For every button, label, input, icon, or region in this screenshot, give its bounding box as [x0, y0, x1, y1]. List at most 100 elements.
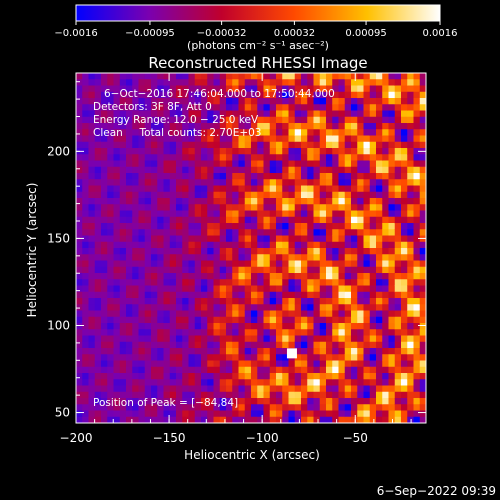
- heatmap-cell: [151, 110, 158, 118]
- heatmap-cell: [119, 341, 127, 349]
- heatmap-cell: [94, 110, 102, 118]
- heatmap-cell: [251, 235, 258, 243]
- heatmap-cell: [157, 98, 164, 105]
- heatmap-cell: [307, 348, 314, 355]
- heatmap-cell: [319, 210, 327, 218]
- heatmap-cell: [413, 385, 421, 393]
- heatmap-cell: [101, 141, 108, 149]
- heatmap-cell: [257, 104, 264, 111]
- heatmap-cell: [263, 148, 271, 155]
- heatmap-cell: [369, 348, 377, 355]
- heatmap-cell: [269, 160, 277, 168]
- heatmap-cell: [244, 323, 252, 330]
- heatmap-cell: [288, 291, 296, 299]
- heatmap-cell: [232, 366, 239, 374]
- heatmap-cell: [138, 154, 146, 161]
- heatmap-cell: [188, 123, 196, 130]
- heatmap-cell: [288, 166, 296, 174]
- heatmap-cell: [188, 223, 196, 230]
- heatmap-cell: [369, 410, 377, 418]
- heatmap-cell: [313, 273, 321, 280]
- heatmap-cell: [407, 385, 414, 393]
- heatmap-cell: [157, 291, 164, 299]
- heatmap-cell: [351, 329, 358, 336]
- heatmap-cell: [282, 173, 289, 180]
- heatmap-cell: [382, 179, 389, 186]
- heatmap-cell: [276, 216, 283, 224]
- heatmap-cell: [288, 179, 296, 186]
- heatmap-cells: [76, 73, 426, 423]
- heatmap-cell: [269, 304, 277, 311]
- heatmap-cell: [94, 248, 102, 255]
- heatmap-cell: [257, 260, 264, 268]
- heatmap-cell: [338, 416, 346, 423]
- heatmap-cell: [176, 304, 183, 311]
- heatmap-cell: [188, 73, 196, 80]
- heatmap-cell: [344, 223, 352, 230]
- heatmap-cell: [76, 366, 83, 374]
- heatmap-cell: [207, 148, 214, 155]
- heatmap-cell: [107, 366, 114, 374]
- heatmap-cell: [338, 135, 346, 143]
- heatmap-cell: [388, 166, 396, 174]
- heatmap-cell: [276, 360, 283, 368]
- heatmap-cell: [332, 191, 339, 199]
- heatmap-cell: [313, 341, 321, 349]
- heatmap-cell: [88, 210, 96, 218]
- heatmap-cell: [269, 316, 277, 324]
- heatmap-cell: [188, 360, 196, 368]
- heatmap-cell: [244, 73, 252, 80]
- heatmap-cell: [282, 141, 289, 149]
- heatmap-cell: [276, 154, 283, 161]
- heatmap-cell: [219, 366, 227, 374]
- heatmap-cell: [113, 73, 121, 80]
- heatmap-cell: [332, 179, 339, 186]
- heatmap-cell: [363, 160, 371, 168]
- x-tick-label: −100: [246, 431, 279, 445]
- heatmap-cell: [151, 73, 158, 80]
- heatmap-cell: [363, 360, 371, 368]
- heatmap-cell: [407, 335, 414, 343]
- heatmap-cell: [138, 104, 146, 111]
- heatmap-cell: [319, 148, 327, 155]
- heatmap-cell: [94, 179, 102, 186]
- heatmap-cell: [376, 360, 383, 368]
- heatmap-cell: [338, 173, 346, 180]
- heatmap-cell: [244, 166, 252, 174]
- heatmap-cell: [388, 123, 396, 130]
- heatmap-cell: [113, 123, 121, 130]
- heatmap-cell: [113, 223, 121, 230]
- heatmap-cell: [194, 141, 202, 149]
- heatmap-cell: [169, 391, 177, 399]
- heatmap-cell: [407, 254, 414, 261]
- heatmap-cell: [288, 141, 296, 149]
- heatmap-cell: [126, 79, 133, 86]
- heatmap-cell: [126, 198, 133, 205]
- heatmap-cell: [88, 110, 96, 118]
- heatmap-cell: [376, 373, 383, 380]
- heatmap-cell: [363, 148, 371, 155]
- heatmap-cell: [101, 304, 108, 311]
- heatmap-cell: [157, 129, 164, 136]
- heatmap-cell: [282, 179, 289, 186]
- heatmap-cell: [269, 273, 277, 280]
- heatmap-cell: [407, 229, 414, 236]
- heatmap-cell: [288, 379, 296, 386]
- heatmap-cell: [88, 91, 96, 99]
- heatmap-cell: [88, 354, 96, 361]
- heatmap-cell: [119, 160, 127, 168]
- heatmap-cell: [351, 254, 358, 261]
- heatmap-cell: [313, 198, 321, 205]
- heatmap-cell: [269, 179, 277, 186]
- heatmap-cell: [282, 335, 289, 343]
- heatmap-cell: [294, 416, 302, 423]
- heatmap-cell: [157, 391, 164, 399]
- heatmap-cell: [413, 316, 421, 324]
- heatmap-cell: [182, 104, 189, 111]
- heatmap-cell: [419, 373, 426, 380]
- heatmap-cell: [269, 285, 277, 293]
- heatmap-cell: [207, 166, 214, 174]
- heatmap-cell: [288, 148, 296, 155]
- heatmap-cell: [176, 360, 183, 368]
- heatmap-cell: [257, 310, 264, 318]
